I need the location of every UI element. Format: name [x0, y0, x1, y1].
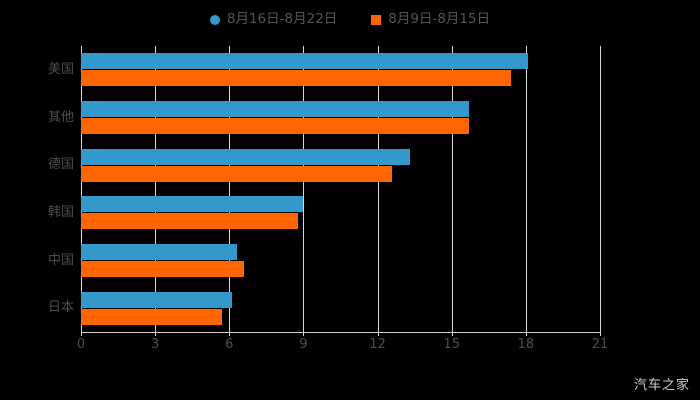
gridline	[81, 46, 82, 332]
y-axis-category-label: 韩国	[47, 204, 74, 220]
x-axis-tick-label: 21	[591, 337, 609, 352]
x-axis-tick-label: 12	[369, 337, 386, 352]
bar[interactable]	[81, 101, 469, 117]
y-axis-category-label: 中国	[47, 252, 74, 268]
gridline	[155, 46, 157, 332]
x-axis-tick	[525, 332, 527, 336]
gridline	[303, 46, 305, 332]
bar[interactable]	[81, 291, 232, 308]
bar[interactable]	[81, 148, 410, 165]
x-axis-tick	[155, 332, 157, 336]
gridline	[525, 46, 527, 332]
legend-marker-circle-icon	[209, 15, 220, 25]
bar[interactable]	[81, 308, 222, 325]
y-axis-category-label: 其他	[47, 109, 74, 125]
x-axis-tick	[377, 332, 379, 336]
gridline	[377, 46, 379, 332]
legend-label-series-1: 8月16日-8月22日	[226, 11, 338, 28]
watermark: 汽车之家	[633, 378, 690, 393]
y-axis-category-label: 德国	[47, 157, 74, 173]
legend-item-series-1[interactable]: 8月16日-8月22日	[209, 11, 338, 28]
bar[interactable]	[81, 213, 299, 230]
x-axis-tick-label: 3	[151, 337, 160, 352]
x-axis-line	[81, 332, 600, 333]
bar[interactable]	[81, 165, 393, 182]
x-axis-tick	[229, 332, 231, 336]
x-axis-tick	[303, 332, 305, 336]
x-axis-tick-label: 0	[76, 337, 86, 352]
x-axis-tick-label: 9	[299, 337, 308, 352]
x-axis-tick	[451, 332, 453, 336]
gridline	[229, 46, 231, 332]
bar[interactable]	[81, 118, 469, 134]
legend-label-series-2: 8月9日-8月15日	[388, 11, 491, 28]
legend-item-series-2[interactable]: 8月9日-8月15日	[371, 13, 490, 27]
y-axis-category-label: 美国	[47, 61, 74, 77]
y-axis-category-label: 日本	[47, 300, 74, 316]
legend-marker-square-icon	[371, 15, 382, 25]
x-axis-tick	[600, 332, 601, 336]
x-axis-tick-label: 18	[517, 337, 535, 352]
gridline	[600, 46, 601, 332]
plot-area	[81, 46, 601, 332]
gridline	[451, 46, 453, 332]
bar[interactable]	[81, 244, 237, 260]
x-axis-tick-label: 15	[443, 337, 460, 352]
bar[interactable]	[81, 261, 245, 277]
bar[interactable]	[81, 196, 304, 213]
chart-legend: 8月16日-8月22日 8月9日-8月15日	[0, 8, 700, 32]
bar[interactable]	[81, 70, 512, 87]
x-axis-tick-label: 6	[225, 337, 234, 352]
x-axis-tick	[81, 332, 82, 336]
bar[interactable]	[81, 53, 529, 70]
